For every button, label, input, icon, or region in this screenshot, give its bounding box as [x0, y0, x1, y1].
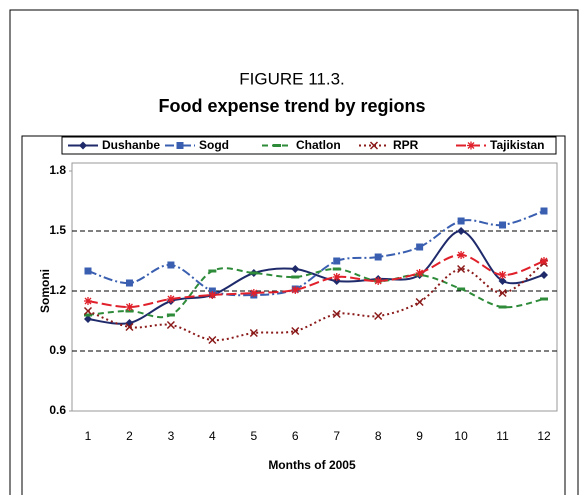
data-point — [457, 264, 466, 274]
legend-label: RPR — [393, 138, 419, 152]
x-tick-label: 6 — [292, 429, 299, 443]
y-axis-title: Somoni — [38, 269, 52, 313]
data-point — [540, 297, 548, 301]
data-point — [83, 306, 93, 316]
data-point — [540, 257, 548, 265]
legend-marker — [467, 141, 475, 150]
data-point — [291, 265, 300, 273]
data-point — [416, 243, 424, 251]
chart-frame — [21, 135, 566, 495]
data-point — [498, 277, 507, 285]
data-point — [166, 295, 175, 303]
data-point — [84, 267, 92, 275]
data-point — [498, 305, 507, 309]
data-point — [249, 289, 258, 297]
legend-label: Tajikistan — [490, 138, 544, 152]
data-point — [291, 326, 300, 336]
chart-title: Food expense trend by regions — [158, 96, 425, 116]
legend-label: Sogd — [199, 138, 229, 152]
y-tick-label: 0.9 — [49, 343, 66, 357]
legend-box — [61, 136, 557, 155]
x-tick-label: 11 — [496, 429, 509, 443]
legend-label: Chatlon — [296, 138, 341, 152]
data-point — [332, 273, 341, 281]
data-point — [540, 271, 548, 279]
data-point — [125, 322, 134, 332]
legend-label: Dushanbe — [102, 138, 160, 152]
data-point — [457, 217, 465, 225]
data-point — [499, 221, 507, 229]
y-tick-label: 1.5 — [49, 223, 66, 237]
x-tick-label: 10 — [454, 429, 468, 443]
data-point — [332, 267, 341, 271]
data-point — [374, 277, 383, 285]
data-point — [291, 286, 300, 294]
data-point — [208, 335, 217, 345]
series-line — [87, 262, 545, 342]
y-tick-label: 1.2 — [49, 283, 66, 297]
x-tick-label: 12 — [537, 429, 551, 443]
data-point — [498, 288, 507, 298]
data-point — [333, 257, 341, 265]
data-point — [498, 271, 507, 279]
x-tick-label: 7 — [333, 429, 340, 443]
legend-marker — [369, 141, 379, 150]
x-tick-label: 9 — [416, 429, 423, 443]
data-point — [166, 313, 175, 317]
x-tick-label: 4 — [209, 429, 216, 443]
y-tick-label: 1.8 — [49, 163, 66, 177]
data-point — [84, 315, 92, 323]
data-point — [208, 291, 217, 299]
x-tick-label: 5 — [250, 429, 257, 443]
x-tick-label: 1 — [85, 429, 92, 443]
data-point — [125, 279, 133, 287]
data-point — [84, 297, 92, 305]
data-point — [125, 303, 134, 311]
data-point — [415, 269, 424, 277]
x-axis-title: Months of 2005 — [268, 458, 356, 472]
data-point — [249, 328, 258, 338]
data-point — [167, 261, 175, 269]
data-point — [208, 269, 217, 273]
y-tick-label: 0.6 — [49, 403, 66, 417]
data-point — [291, 275, 300, 279]
legend-marker — [273, 144, 281, 147]
data-point — [457, 227, 466, 235]
data-point — [457, 251, 466, 259]
legend-marker — [176, 142, 184, 149]
data-point — [84, 313, 92, 317]
data-point — [166, 320, 175, 330]
data-point — [332, 309, 341, 319]
data-point — [540, 207, 548, 215]
data-point — [457, 287, 466, 291]
legend-marker — [79, 141, 87, 150]
x-tick-label: 2 — [126, 429, 133, 443]
figure-label: FIGURE 11.3. — [239, 69, 345, 88]
x-tick-label: 3 — [168, 429, 175, 443]
data-point — [374, 311, 383, 321]
x-tick-label: 8 — [375, 429, 382, 443]
data-point — [249, 271, 258, 275]
plot-area — [71, 162, 558, 412]
data-point — [415, 297, 424, 307]
data-point — [374, 253, 382, 261]
